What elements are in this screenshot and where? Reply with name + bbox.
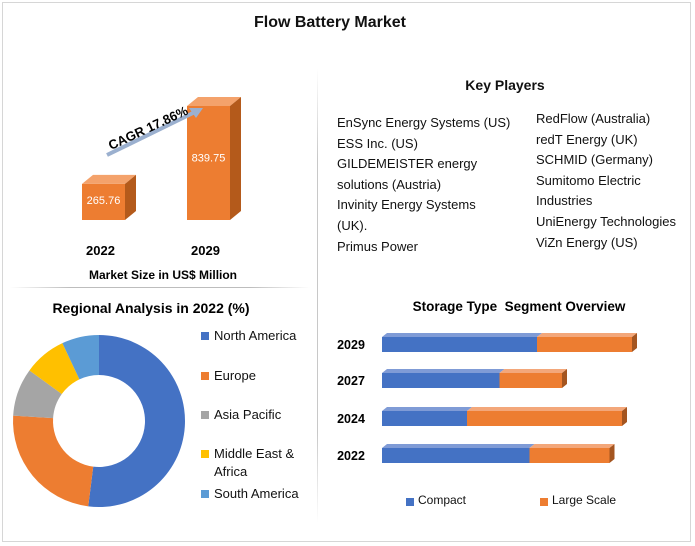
legend-swatch [201,490,209,498]
donut-slice [29,343,80,394]
stacked-bar-segment [537,337,632,352]
storage-title: Storage Type Segment Overview [413,299,626,314]
market-size-caption: Market Size in US$ Million [89,268,237,282]
donut-slice [13,370,62,419]
cagr-label: CAGR 17.86% [106,103,191,153]
legend-swatch [540,498,548,506]
stacked-bar-side-face [632,333,637,352]
cagr-arrow-shaft [106,110,196,157]
stacked-bar-top-face [382,333,542,337]
key-players-left-column: EnSync Energy Systems (US) ESS Inc. (US)… [337,113,510,257]
stacked-bar-segment [382,373,500,388]
stacked-bar-top-face [499,369,567,373]
market-size-bar [82,183,125,220]
legend-label: North America [214,328,297,343]
legend-label: Middle East & [214,446,295,461]
market-size-bar [187,106,230,220]
stacked-bar-segment [382,337,537,352]
page-title: Flow Battery Market [253,14,407,31]
bar-value-label: 839.75 [192,152,226,164]
bar-value-label: 265.76 [87,195,121,207]
stacked-bar-segment [529,448,610,463]
storage-year-label: 2024 [337,412,365,426]
donut-slice [62,335,99,380]
bar-side-face [125,174,136,220]
bar-top-face [187,97,241,106]
legend-label: South America [214,486,299,501]
legend-label: Compact [418,493,467,507]
legend-label: Europe [214,368,256,383]
stacked-bar-segment [382,411,467,426]
stacked-bar-side-face [609,444,615,463]
stacked-bar-segment [382,448,530,463]
key-player-item: UniEnergy Technologies [536,213,676,229]
key-player-item: Industries [536,193,593,209]
key-player-item: Primus Power [337,238,418,254]
key-player-item: (UK). [337,217,368,233]
donut-slice [12,415,94,507]
key-player-item: ViZn Energy (US) [536,234,638,250]
key-player-item: Invinity Energy Systems [337,197,476,213]
stacked-bar-top-face [467,407,627,411]
legend-swatch [201,372,209,380]
legend-swatch [201,450,209,458]
key-players-title: Key Players [465,77,545,93]
vertical-divider [317,68,318,523]
regional-title: Regional Analysis in 2022 (%) [52,300,249,316]
storage-year-label: 2029 [337,338,365,352]
key-players-right-column: RedFlow (Australia) redT Energy (UK) SCH… [536,109,676,253]
legend-label: Asia Pacific [214,407,282,422]
storage-year-label: 2027 [337,374,365,388]
bar-top-face [82,174,136,184]
legend-swatch [201,332,209,340]
key-player-item: ESS Inc. (US) [337,135,418,151]
stacked-bar-top-face [382,444,535,448]
stacked-bar-segment [467,411,622,426]
legend-swatch [406,498,414,506]
key-player-item: solutions (Austria) [337,176,442,192]
key-player-item: Sumitomo Electric [536,172,641,188]
stacked-bar-side-face [622,407,627,426]
legend-label: Large Scale [552,493,617,507]
storage-year-label: 2022 [337,449,365,463]
legend-label: Africa [214,464,248,479]
stacked-bar-top-face [382,407,472,411]
key-player-item: SCHMID (Germany) [536,152,654,168]
key-player-item: redT Energy (UK) [536,131,638,147]
key-player-item: EnSync Energy Systems (US) [337,115,511,130]
stacked-bar-side-face [562,369,567,388]
key-player-item: GILDEMEISTER energy [337,156,478,172]
bar-year-label: 2029 [191,243,220,258]
legend-swatch [201,411,209,419]
stacked-bar-top-face [529,444,615,448]
horizontal-divider [10,287,310,288]
donut-slice [88,335,185,507]
bar-side-face [230,97,241,220]
bar-year-label: 2022 [86,243,115,258]
cagr-arrow-head [189,108,203,118]
key-player-item: RedFlow (Australia) [536,111,651,126]
stacked-bar-top-face [537,333,637,337]
stacked-bar-segment [499,373,562,388]
stacked-bar-top-face [382,369,505,373]
